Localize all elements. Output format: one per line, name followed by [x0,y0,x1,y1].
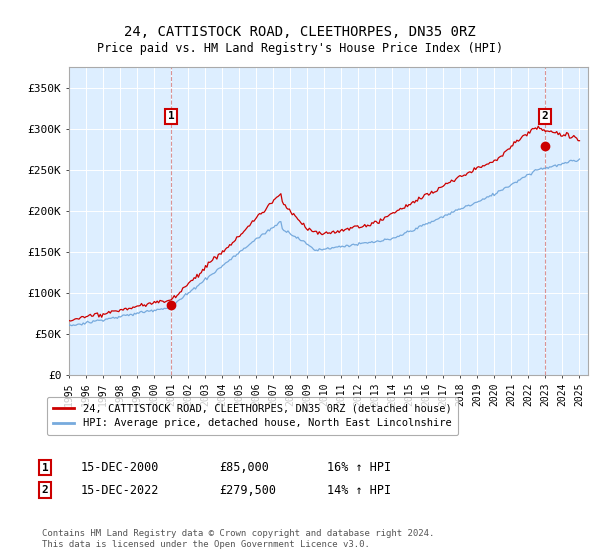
Text: 24, CATTISTOCK ROAD, CLEETHORPES, DN35 0RZ: 24, CATTISTOCK ROAD, CLEETHORPES, DN35 0… [124,25,476,39]
Text: 15-DEC-2000: 15-DEC-2000 [81,461,160,474]
Text: £85,000: £85,000 [219,461,269,474]
Text: 16% ↑ HPI: 16% ↑ HPI [327,461,391,474]
Text: Contains HM Land Registry data © Crown copyright and database right 2024.
This d: Contains HM Land Registry data © Crown c… [42,529,434,549]
Text: Price paid vs. HM Land Registry's House Price Index (HPI): Price paid vs. HM Land Registry's House … [97,42,503,55]
Text: 14% ↑ HPI: 14% ↑ HPI [327,483,391,497]
Text: £279,500: £279,500 [219,483,276,497]
Text: 1: 1 [41,463,49,473]
Text: 1: 1 [168,111,175,122]
Text: 15-DEC-2022: 15-DEC-2022 [81,483,160,497]
Legend: 24, CATTISTOCK ROAD, CLEETHORPES, DN35 0RZ (detached house), HPI: Average price,: 24, CATTISTOCK ROAD, CLEETHORPES, DN35 0… [47,397,458,435]
Text: 2: 2 [542,111,548,122]
Text: 2: 2 [41,485,49,495]
